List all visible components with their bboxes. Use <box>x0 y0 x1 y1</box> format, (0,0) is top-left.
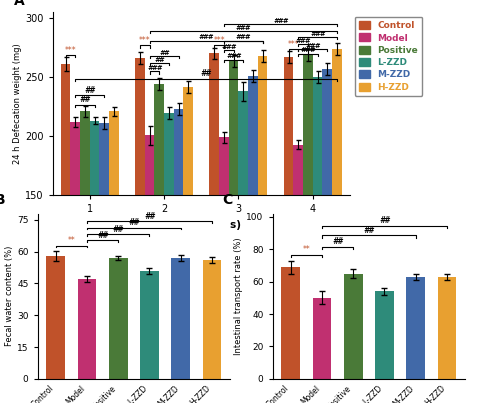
Bar <box>46 256 65 379</box>
Bar <box>284 57 294 373</box>
Bar <box>140 271 159 379</box>
Bar <box>184 87 193 373</box>
Text: ###: ### <box>236 25 250 31</box>
Bar <box>406 277 425 379</box>
Text: B: B <box>0 193 6 207</box>
Bar <box>438 277 456 379</box>
Text: ###: ### <box>273 18 288 24</box>
Text: ###: ### <box>222 44 236 50</box>
Text: ###: ### <box>296 38 310 44</box>
Bar <box>238 91 248 373</box>
Text: ##: ## <box>128 218 139 227</box>
Bar <box>281 267 300 379</box>
Legend: Control, Model, Positive, L-ZZD, M-ZZD, H-ZZD: Control, Model, Positive, L-ZZD, M-ZZD, … <box>354 17 422 96</box>
Text: ##: ## <box>84 86 95 95</box>
Text: ***: *** <box>139 36 150 45</box>
Text: ##: ## <box>97 231 108 240</box>
Bar <box>375 291 394 379</box>
Text: ##: ## <box>144 212 154 221</box>
Bar <box>100 123 109 373</box>
Text: ##: ## <box>113 224 124 233</box>
Bar <box>109 112 118 373</box>
Bar <box>210 54 219 373</box>
Text: ###: ### <box>226 53 241 59</box>
Text: ###: ### <box>236 34 250 40</box>
Bar <box>60 64 70 373</box>
Text: ***: *** <box>214 36 225 45</box>
Bar <box>312 298 331 379</box>
Bar <box>90 121 100 373</box>
Bar <box>78 279 96 379</box>
Bar <box>171 258 190 379</box>
Y-axis label: Fecal water content (%): Fecal water content (%) <box>5 246 14 347</box>
Text: **: ** <box>68 236 75 245</box>
Bar <box>258 56 268 373</box>
Bar <box>144 135 154 373</box>
Bar <box>344 274 362 379</box>
Bar <box>332 49 342 373</box>
Bar <box>219 137 229 373</box>
Text: ###: ### <box>310 31 325 37</box>
Bar <box>174 109 184 373</box>
Bar <box>322 69 332 373</box>
Text: **: ** <box>302 245 310 254</box>
Text: A: A <box>14 0 24 8</box>
Text: ##: ## <box>332 237 343 246</box>
Bar <box>109 258 128 379</box>
Bar <box>229 60 238 373</box>
Y-axis label: 24 h Defecation weight (mg): 24 h Defecation weight (mg) <box>13 44 22 164</box>
Text: ##: ## <box>154 57 164 63</box>
Bar <box>248 76 258 373</box>
Text: ##: ## <box>364 226 374 235</box>
Text: ***: *** <box>288 39 300 49</box>
Text: ###: ### <box>147 65 162 71</box>
Text: ##: ## <box>159 50 169 56</box>
X-axis label: Time (weeks): Time (weeks) <box>162 220 241 230</box>
Bar <box>294 145 303 373</box>
Text: ###: ### <box>199 34 214 40</box>
Text: ***: *** <box>64 46 76 54</box>
Bar <box>202 260 221 379</box>
Bar <box>313 77 322 373</box>
Text: ##: ## <box>201 69 211 78</box>
Y-axis label: Intestinal transport rate (%): Intestinal transport rate (%) <box>234 237 244 355</box>
Text: ##: ## <box>379 216 390 225</box>
Text: ###: ### <box>300 48 316 53</box>
Bar <box>164 113 173 373</box>
Bar <box>135 58 144 373</box>
Text: C: C <box>222 193 232 207</box>
Bar <box>70 122 80 373</box>
Bar <box>80 112 90 373</box>
Text: ###: ### <box>306 43 320 49</box>
Text: ##: ## <box>80 95 90 104</box>
Bar <box>303 55 313 373</box>
Bar <box>154 84 164 373</box>
